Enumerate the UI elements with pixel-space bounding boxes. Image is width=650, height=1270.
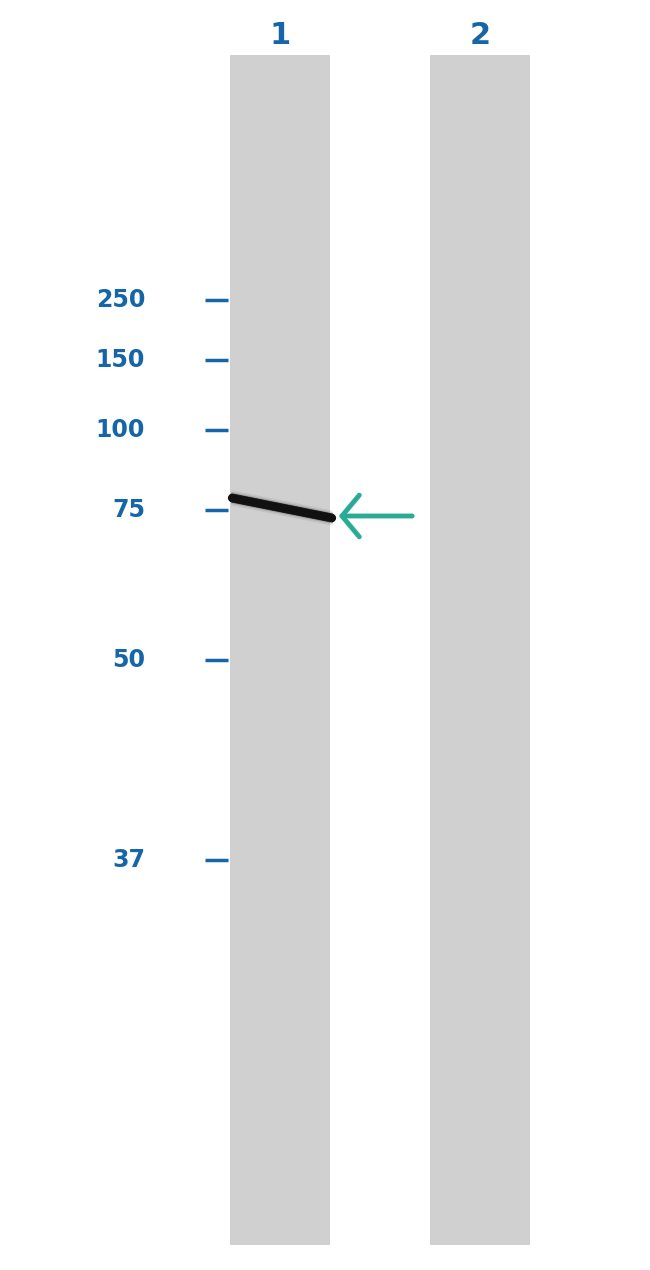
- Text: 1: 1: [269, 20, 291, 50]
- Text: 75: 75: [112, 498, 145, 522]
- Text: 100: 100: [96, 418, 145, 442]
- Text: 2: 2: [469, 20, 491, 50]
- Bar: [430, 55, 530, 1245]
- Text: 250: 250: [96, 288, 145, 312]
- Text: 50: 50: [112, 648, 145, 672]
- Bar: [230, 55, 330, 1245]
- Text: 150: 150: [96, 348, 145, 372]
- Text: 37: 37: [112, 848, 145, 872]
